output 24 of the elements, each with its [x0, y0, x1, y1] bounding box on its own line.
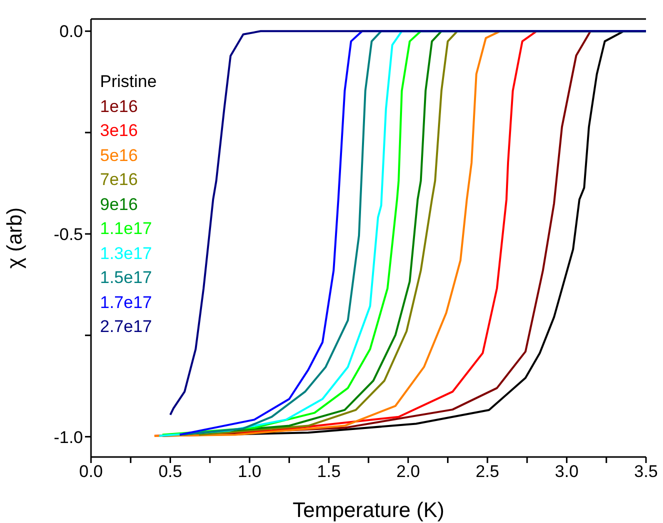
text: 9e16 — [100, 194, 139, 216]
text: 5e16 — [100, 144, 139, 166]
x-axis-title: Temperature (K) — [292, 499, 444, 522]
text: Pristine — [100, 71, 157, 93]
x-tick-label: 3.0 — [554, 462, 579, 482]
text: 1.3e17 — [100, 242, 153, 264]
x-tick-label: 0.0 — [79, 462, 103, 482]
text: 1.1e17 — [100, 218, 153, 240]
text: 7e16 — [100, 169, 139, 191]
text: 1e16 — [100, 96, 139, 118]
y-tick-label: -0.5 — [54, 224, 83, 244]
text: 3e16 — [100, 120, 139, 142]
x-tick-label: 2.5 — [476, 462, 500, 482]
x-tick-label: 2.0 — [396, 462, 420, 482]
y-tick-label: -1.0 — [54, 428, 83, 447]
text: 2.7e17 — [100, 316, 153, 338]
x-tick-label: 1.5 — [317, 462, 341, 482]
x-tick-label: 1.0 — [238, 462, 262, 482]
text: 1.7e17 — [100, 292, 153, 314]
y-tick-label: 0.0 — [59, 22, 83, 42]
text: 1.5e17 — [100, 267, 153, 289]
y-axis-title: χ (arb) — [3, 207, 26, 269]
x-tick-label: 3.5 — [634, 462, 658, 482]
x-tick-label: 0.5 — [158, 462, 182, 482]
